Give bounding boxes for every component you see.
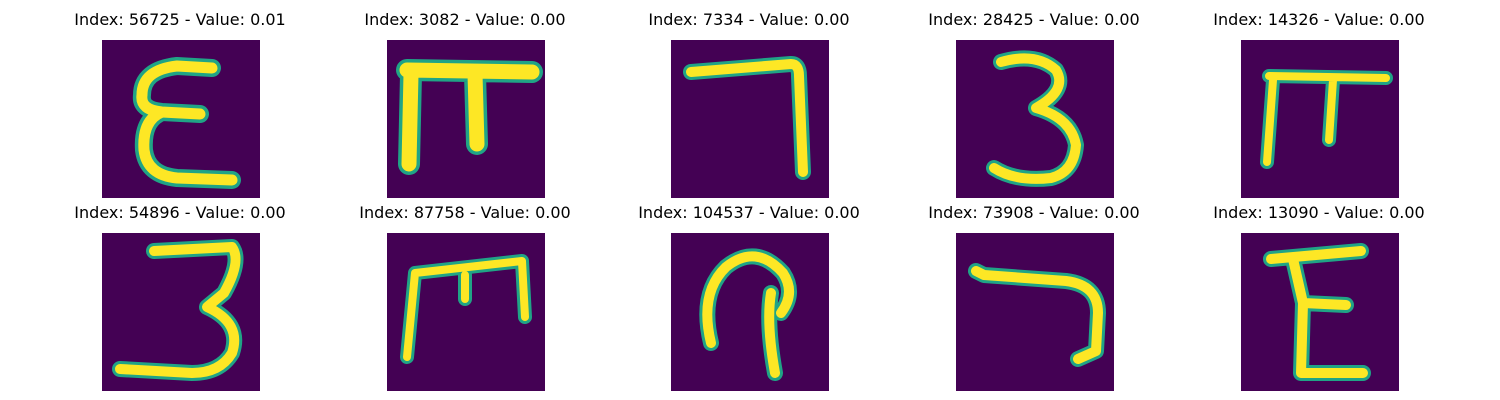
panel-5: Index: 54896 - Value: 0.00 [40,199,320,391]
panel-3: Index: 28425 - Value: 0.00 [894,6,1174,198]
panel-title: Index: 14326 - Value: 0.00 [1213,10,1425,29]
panel-title: Index: 54896 - Value: 0.00 [74,203,286,222]
panel-title: Index: 28425 - Value: 0.00 [928,10,1140,29]
panel-9: Index: 13090 - Value: 0.00 [1179,199,1459,391]
panel-8: Index: 73908 - Value: 0.00 [894,199,1174,391]
panel-title: Index: 3082 - Value: 0.00 [364,10,566,29]
digit-image [1241,40,1399,198]
digit-image [102,233,260,391]
panel-title: Index: 56725 - Value: 0.01 [74,10,286,29]
digit-image [387,233,545,391]
digit-image [1241,233,1399,391]
panel-7: Index: 104537 - Value: 0.00 [609,199,889,391]
digit-image [387,40,545,198]
digit-image [671,233,829,391]
panel-title: Index: 7334 - Value: 0.00 [648,10,850,29]
panel-title: Index: 13090 - Value: 0.00 [1213,203,1425,222]
digit-image [956,40,1114,198]
digit-image [102,40,260,198]
panel-1: Index: 3082 - Value: 0.00 [325,6,605,198]
panel-4: Index: 14326 - Value: 0.00 [1179,6,1459,198]
panel-2: Index: 7334 - Value: 0.00 [609,6,889,198]
panel-title: Index: 73908 - Value: 0.00 [928,203,1140,222]
digit-image [956,233,1114,391]
panel-title: Index: 87758 - Value: 0.00 [359,203,571,222]
panel-6: Index: 87758 - Value: 0.00 [325,199,605,391]
digit-image [671,40,829,198]
panel-0: Index: 56725 - Value: 0.01 [40,6,320,198]
panel-title: Index: 104537 - Value: 0.00 [638,203,860,222]
